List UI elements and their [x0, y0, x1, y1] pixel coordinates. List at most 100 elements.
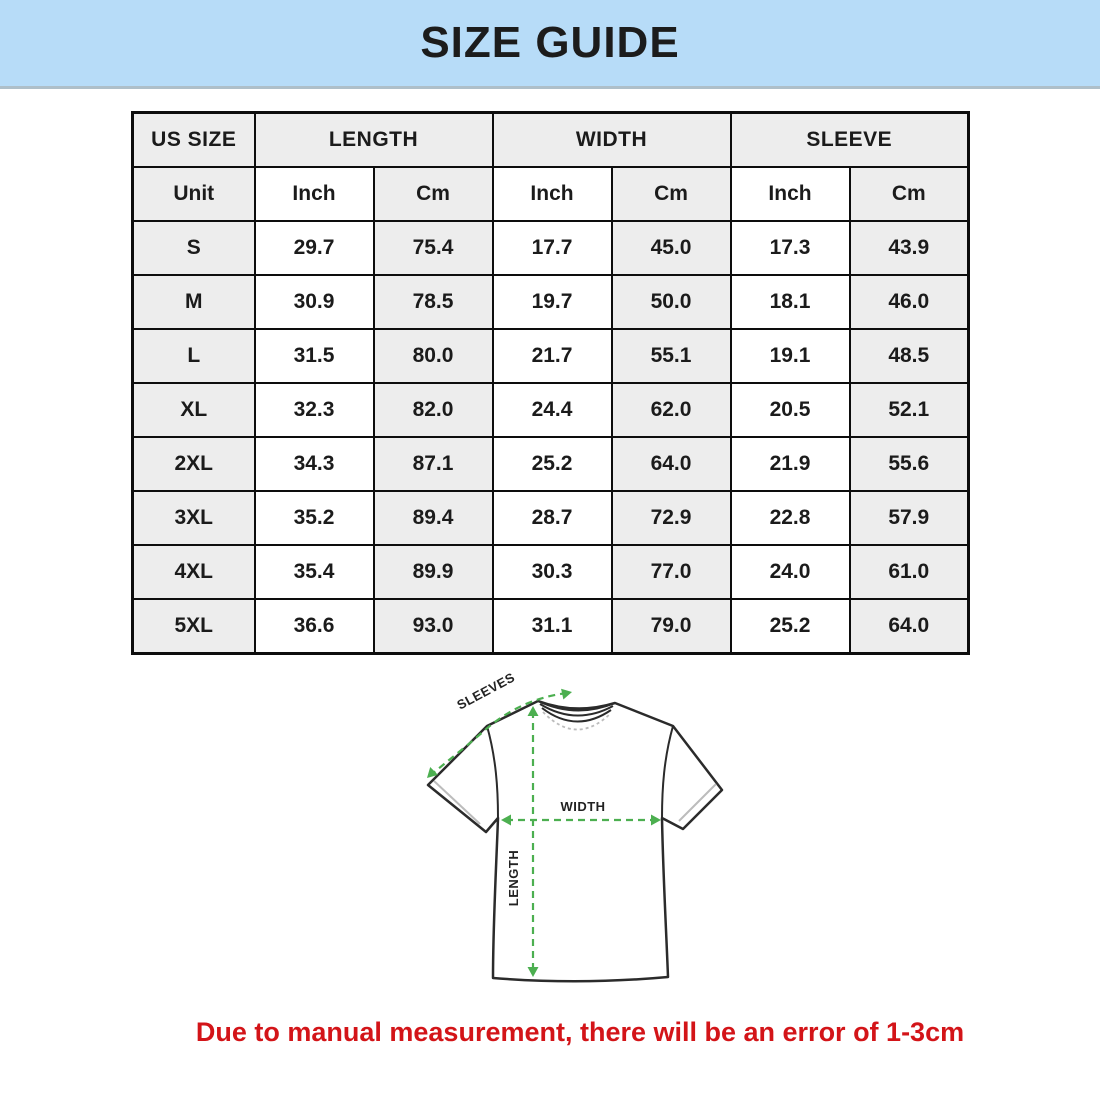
unit-header-sleeve-inch: Inch [729, 166, 851, 222]
width-label: WIDTH [560, 799, 605, 814]
table-row-2xl: 2XL 34.3 87.1 25.2 64.0 21.9 55.6 [131, 436, 970, 492]
cell-value: 24.4 [491, 382, 613, 438]
table-row-4xl: 4XL 35.4 89.9 30.3 77.0 24.0 61.0 [131, 544, 970, 600]
size-guide-banner: SIZE GUIDE [0, 0, 1100, 89]
length-arrow-down-icon [527, 967, 539, 977]
cell-value: 28.7 [491, 490, 613, 546]
sleeves-measure-line [430, 691, 568, 776]
cell-value: 30.3 [491, 544, 613, 600]
table-row-3xl: 3XL 35.2 89.4 28.7 72.9 22.8 57.9 [131, 490, 970, 546]
cell-value: 29.7 [253, 220, 375, 276]
measurement-disclaimer: Due to manual measurement, there will be… [195, 1017, 965, 1047]
cell-value: 43.9 [848, 220, 970, 276]
measurement-lines [430, 691, 657, 973]
cell-value: 32.3 [253, 382, 375, 438]
cell-value: 19.1 [729, 328, 851, 384]
col-header-us-size: US SIZE [131, 111, 256, 168]
cell-value: 46.0 [848, 274, 970, 330]
cell-value: 80.0 [372, 328, 494, 384]
sleeves-label: SLEEVES [454, 670, 517, 713]
cell-value: 55.1 [610, 328, 732, 384]
cell-value: 78.5 [372, 274, 494, 330]
cell-value: 64.0 [610, 436, 732, 492]
cell-value: 87.1 [372, 436, 494, 492]
cell-value: 48.5 [848, 328, 970, 384]
cell-value: 17.7 [491, 220, 613, 276]
sleeves-arrow-top-icon [561, 688, 572, 700]
cell-value: 89.9 [372, 544, 494, 600]
cell-value: 50.0 [610, 274, 732, 330]
unit-header-width-inch: Inch [491, 166, 613, 222]
collar-ribbing [537, 700, 616, 723]
cell-value: 61.0 [848, 544, 970, 600]
tshirt-diagram-svg: WIDTH LENGTH SLEEVES [426, 670, 724, 983]
size-label: M [131, 274, 256, 330]
cell-value: 77.0 [610, 544, 732, 600]
size-table: US SIZE LENGTH WIDTH SLEEVE Unit Inch Cm… [131, 111, 970, 655]
table-row-s: S 29.7 75.4 17.7 45.0 17.3 43.9 [131, 220, 970, 276]
cell-value: 34.3 [253, 436, 375, 492]
size-label: 3XL [131, 490, 256, 546]
table-unit-header-row: Unit Inch Cm Inch Cm Inch Cm [131, 166, 970, 222]
cell-value: 18.1 [729, 274, 851, 330]
cell-value: 31.1 [491, 598, 613, 655]
cell-value: 72.9 [610, 490, 732, 546]
cell-value: 82.0 [372, 382, 494, 438]
measurement-arrowheads [427, 688, 661, 977]
size-label: S [131, 220, 256, 276]
unit-header: Unit [131, 166, 256, 222]
size-label: 5XL [131, 598, 256, 655]
cell-value: 22.8 [729, 490, 851, 546]
cell-value: 31.5 [253, 328, 375, 384]
length-label: LENGTH [506, 850, 521, 906]
col-header-sleeve: SLEEVE [729, 111, 970, 168]
cell-value: 30.9 [253, 274, 375, 330]
width-arrow-right-icon [651, 814, 661, 826]
cell-value: 89.4 [372, 490, 494, 546]
size-label: 2XL [131, 436, 256, 492]
cell-value: 35.2 [253, 490, 375, 546]
collar-seam-accent [542, 711, 611, 731]
cell-value: 21.9 [729, 436, 851, 492]
size-label: 4XL [131, 544, 256, 600]
unit-header-sleeve-cm: Cm [848, 166, 970, 222]
page-title: SIZE GUIDE [420, 18, 680, 67]
unit-header-length-cm: Cm [372, 166, 494, 222]
sleeves-arrow-bottom-icon [427, 767, 438, 778]
cell-value: 21.7 [491, 328, 613, 384]
table-group-header-row: US SIZE LENGTH WIDTH SLEEVE [131, 111, 970, 168]
armhole-seams [486, 725, 674, 819]
size-label: XL [131, 382, 256, 438]
cell-value: 45.0 [610, 220, 732, 276]
tshirt-diagram: WIDTH LENGTH SLEEVES [400, 663, 820, 1015]
cell-value: 25.2 [491, 436, 613, 492]
tshirt-outline [426, 699, 724, 983]
width-arrow-left-icon [501, 814, 511, 826]
table-row-xl: XL 32.3 82.0 24.4 62.0 20.5 52.1 [131, 382, 970, 438]
col-header-width: WIDTH [491, 111, 732, 168]
cell-value: 36.6 [253, 598, 375, 655]
unit-header-width-cm: Cm [610, 166, 732, 222]
cell-value: 52.1 [848, 382, 970, 438]
cell-value: 25.2 [729, 598, 851, 655]
table-row-m: M 30.9 78.5 19.7 50.0 18.1 46.0 [131, 274, 970, 330]
cell-value: 19.7 [491, 274, 613, 330]
cell-value: 35.4 [253, 544, 375, 600]
cell-value: 79.0 [610, 598, 732, 655]
cell-value: 24.0 [729, 544, 851, 600]
cell-value: 75.4 [372, 220, 494, 276]
cell-value: 55.6 [848, 436, 970, 492]
cell-value: 93.0 [372, 598, 494, 655]
cuff-accents [433, 780, 717, 825]
unit-header-length-inch: Inch [253, 166, 375, 222]
cell-value: 57.9 [848, 490, 970, 546]
table-row-5xl: 5XL 36.6 93.0 31.1 79.0 25.2 64.0 [131, 598, 970, 655]
length-arrow-up-icon [527, 706, 539, 716]
cell-value: 62.0 [610, 382, 732, 438]
cell-value: 20.5 [729, 382, 851, 438]
size-label: L [131, 328, 256, 384]
cell-value: 17.3 [729, 220, 851, 276]
cell-value: 64.0 [848, 598, 970, 655]
col-header-length: LENGTH [253, 111, 494, 168]
table-row-l: L 31.5 80.0 21.7 55.1 19.1 48.5 [131, 328, 970, 384]
